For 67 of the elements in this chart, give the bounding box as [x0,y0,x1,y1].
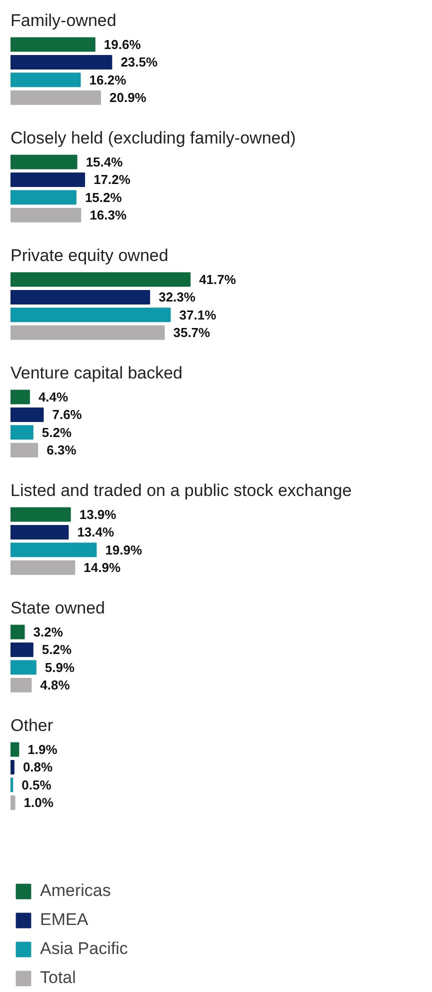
bar [10,507,71,522]
data-label: 7.6% [52,407,82,422]
data-label: 17.2% [94,172,131,188]
bar [10,742,20,757]
bar [10,208,82,222]
bar [10,442,38,458]
bar [10,325,165,340]
data-label: 15.2% [84,190,122,205]
data-label: 1.0% [24,795,54,810]
bar [10,560,76,575]
data-label: 16.3% [90,208,127,223]
bar [10,72,81,88]
bar [10,390,30,404]
legend-label: Americas [40,881,111,901]
bar [10,778,14,792]
data-label: 5.2% [42,642,72,658]
data-label: 14.9% [84,560,121,576]
bar [10,795,16,810]
data-label: 41.7% [199,272,236,287]
bar [10,172,86,187]
legend-label: Asia Pacific [40,939,128,959]
bar [10,290,150,304]
bar [10,54,112,70]
data-label: 35.7% [173,325,211,340]
data-label: 37.1% [179,307,217,322]
data-label: 32.3% [158,290,196,305]
data-label: 6.3% [46,442,77,458]
bar [10,407,44,422]
data-label: 13.4% [77,524,115,540]
data-label: 16.2% [89,72,127,88]
bar [10,624,25,640]
bar [10,308,171,322]
legend-label: Total [40,968,76,988]
bar [10,760,14,774]
bar [10,642,34,657]
data-label: 19.9% [105,542,142,558]
bar [10,90,102,105]
data-label: 0.5% [22,777,52,792]
bar [10,542,97,558]
data-label: 5.2% [42,424,72,440]
y-tick-label: Other [10,716,54,735]
bar [10,425,34,440]
data-label: 19.6% [104,37,142,52]
bar [10,660,36,675]
data-label: 4.4% [38,390,69,404]
data-label: 5.9% [44,660,75,675]
bar [10,678,32,692]
y-tick-label: Closely held (excluding family-owned) [10,128,296,148]
y-tick-label: State owned [10,598,106,618]
data-label: 20.9% [110,90,147,106]
data-label: 4.8% [40,678,70,693]
y-tick-label: Family-owned [10,11,116,30]
data-label: 1.9% [28,742,58,757]
y-tick-label: Private equity owned [10,246,168,265]
data-label: 0.8% [22,760,54,775]
bar [10,37,96,52]
bar [10,190,76,205]
data-label: 3.2% [33,624,64,640]
bar [10,154,78,170]
legend-label: EMEA [40,910,88,930]
y-tick-label: Venture capital backed [10,364,183,382]
data-label: 15.4% [86,154,124,170]
y-tick-label: Listed and traded on a public stock exchange [10,481,352,500]
bar [10,524,69,540]
bar [10,272,191,287]
data-label: 13.9% [79,507,117,522]
data-label: 23.5% [120,54,158,70]
